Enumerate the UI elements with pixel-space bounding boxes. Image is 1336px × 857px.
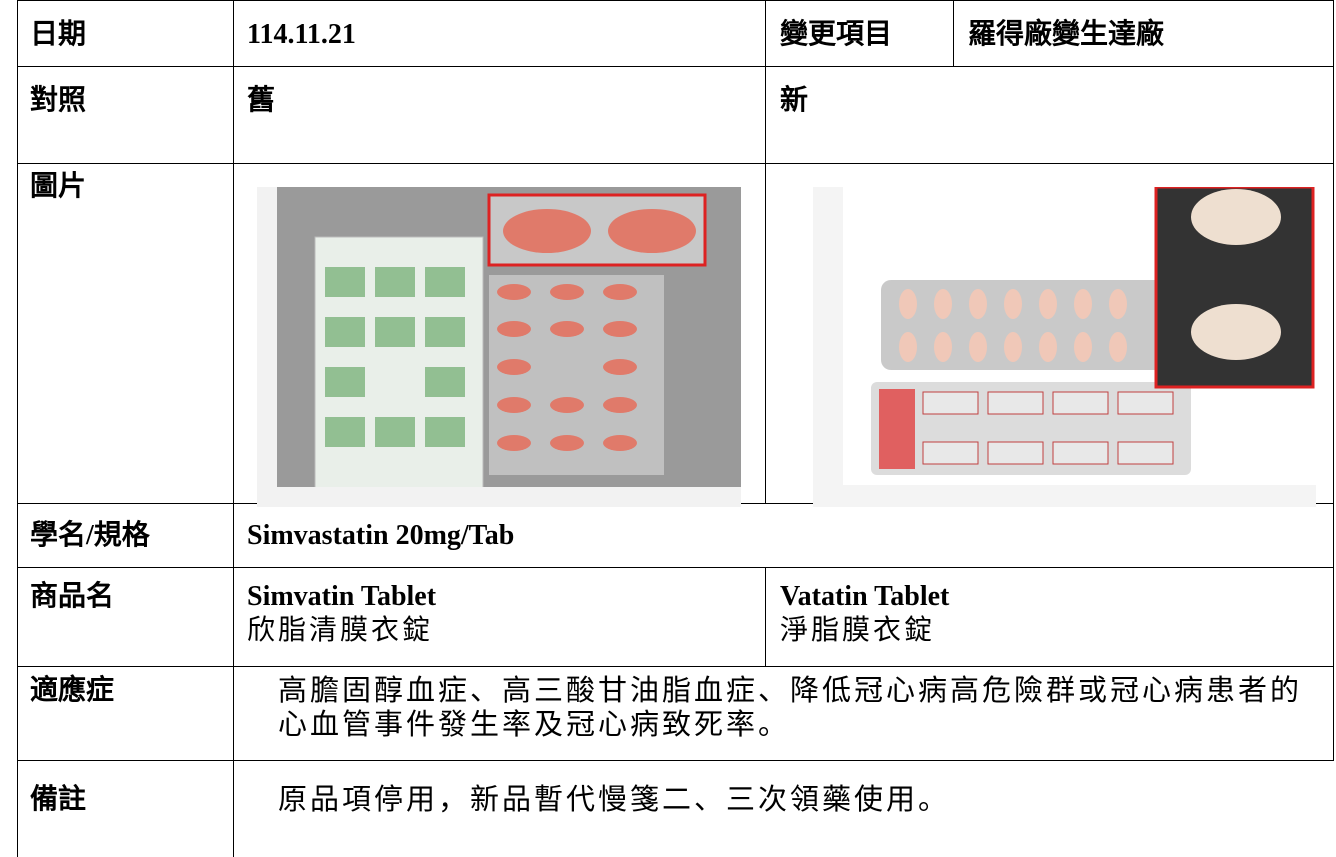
label: 日期 — [30, 19, 87, 50]
new-photo — [813, 187, 1316, 507]
rule — [1333, 0, 1334, 760]
label: 學名/規格 — [30, 520, 150, 551]
brand-name: Simvatin Tablet — [247, 581, 437, 612]
rule — [17, 666, 1334, 667]
rule — [765, 567, 766, 666]
brand-name-zh: 淨脂膜衣錠 — [780, 615, 936, 646]
label: 對照 — [30, 85, 87, 116]
brand-name-zh: 欣脂清膜衣錠 — [247, 615, 434, 646]
rule — [17, 0, 18, 857]
label: 商品名 — [30, 581, 115, 612]
date: 114.11.21 — [247, 19, 356, 50]
rule — [233, 0, 234, 857]
new: 新 — [780, 85, 809, 116]
rule — [17, 0, 1334, 1]
remark: 原品項停用，新品暫代慢箋二、三次領藥使用。 — [278, 784, 951, 816]
old-photo — [257, 187, 741, 507]
label: 適應症 — [30, 675, 115, 706]
label: 備註 — [30, 784, 87, 815]
rule — [17, 760, 1334, 761]
generic-name: Simvastatin 20mg/Tab — [247, 520, 515, 551]
label: 圖片 — [30, 171, 87, 202]
rule — [17, 567, 1334, 568]
rule — [765, 0, 766, 503]
label: 變更項目 — [780, 19, 893, 50]
brand-name: Vatatin Tablet — [780, 581, 950, 612]
rule — [953, 0, 954, 66]
indication: 高膽固醇血症、高三酸甘油脂血症、降低冠心病高危險群或冠心病患者的心血管事件發生率… — [278, 675, 1303, 741]
rule — [17, 66, 1334, 67]
rule — [17, 163, 1334, 164]
change: 羅得廠變生達廠 — [968, 19, 1165, 50]
old: 舊 — [247, 85, 276, 116]
